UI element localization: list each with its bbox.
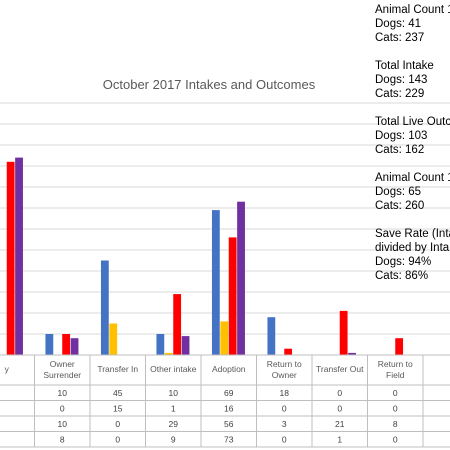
bar bbox=[237, 201, 245, 355]
category-label: Transfer In bbox=[97, 364, 138, 374]
summary-line: Cats: 237 bbox=[375, 32, 425, 44]
summary-line: Dogs: 41 bbox=[375, 18, 422, 30]
bars bbox=[6, 157, 404, 355]
summary-line: Cats: 86% bbox=[375, 270, 429, 282]
summary-block: Animal Count 1 Dogs: 41 Cats: 237 bbox=[375, 3, 450, 45]
summary-line: Cats: 162 bbox=[375, 144, 425, 156]
table-cell: 18 bbox=[280, 388, 290, 398]
bar bbox=[109, 323, 118, 355]
table-cell: 8 bbox=[393, 419, 398, 429]
bar bbox=[348, 352, 356, 355]
table-cell: 1 bbox=[171, 404, 176, 414]
category-label: Return to bbox=[267, 359, 302, 369]
summary-block: Save Rate (Inta divided by Inta Dogs: 94% C… bbox=[375, 227, 450, 283]
summary-block: Total Live Outco Dogs: 103 Cats: 162 bbox=[375, 115, 450, 157]
summary-line: Animal Count 1 bbox=[375, 4, 450, 16]
table-cell: 9 bbox=[171, 435, 176, 445]
table-cell: 0 bbox=[393, 388, 398, 398]
category-label: Transfer Out bbox=[316, 364, 364, 374]
category-label: Return to bbox=[378, 359, 413, 369]
category-label: Owner bbox=[50, 359, 75, 369]
bar bbox=[70, 338, 79, 355]
table-cell: 69 bbox=[224, 388, 234, 398]
table-cell: 45 bbox=[113, 388, 123, 398]
summary-panel: Animal Count 1 Dogs: 41 Cats: 237 Total Int… bbox=[375, 3, 450, 297]
table-cell: 0 bbox=[282, 404, 287, 414]
summary-line: Dogs: 65 bbox=[375, 186, 422, 198]
summary-line: Total Intake bbox=[375, 60, 434, 72]
bar bbox=[164, 352, 173, 355]
table-cell: 21 bbox=[335, 419, 345, 429]
category-label: Adoption bbox=[212, 364, 246, 374]
bar bbox=[211, 210, 220, 355]
table-cell: 10 bbox=[58, 388, 68, 398]
table-cell: 0 bbox=[393, 435, 398, 445]
bar bbox=[228, 237, 237, 355]
bar bbox=[15, 157, 23, 355]
bar bbox=[267, 317, 276, 355]
bar bbox=[181, 336, 190, 355]
summary-line: Cats: 260 bbox=[375, 200, 425, 212]
table-cell: 73 bbox=[224, 435, 234, 445]
bar bbox=[284, 348, 293, 355]
table-cell: 0 bbox=[337, 404, 342, 414]
table-cell: 29 bbox=[169, 419, 179, 429]
summary-line: Cats: 229 bbox=[375, 88, 425, 100]
summary-line: Save Rate (Inta bbox=[375, 228, 450, 240]
category-label: Owner bbox=[272, 370, 297, 380]
summary-block: Animal Count 1 Dogs: 65 Cats: 260 bbox=[375, 171, 450, 213]
bar bbox=[6, 161, 15, 355]
table-cell: 10 bbox=[169, 388, 179, 398]
summary-line: Total Live Outco bbox=[375, 116, 450, 128]
table-cell: 16 bbox=[224, 404, 234, 414]
chart-title: October 2017 Intakes and Outcomes bbox=[103, 77, 316, 92]
table-cell: 56 bbox=[224, 419, 234, 429]
bar bbox=[156, 334, 165, 355]
bar bbox=[220, 321, 229, 355]
summary-line: Dogs: 143 bbox=[375, 74, 428, 86]
summary-line: divided by Inta bbox=[375, 242, 450, 254]
table-cell: 0 bbox=[115, 435, 120, 445]
table-cell: 15 bbox=[113, 404, 123, 414]
table-cell: 0 bbox=[393, 404, 398, 414]
table-cell: 0 bbox=[115, 419, 120, 429]
category-label: y bbox=[5, 364, 10, 374]
summary-line: Animal Count 1 bbox=[375, 172, 450, 184]
bar bbox=[173, 294, 182, 355]
category-label: Field bbox=[386, 370, 405, 380]
bar bbox=[339, 310, 348, 355]
table-cell: 10 bbox=[58, 419, 68, 429]
summary-block: Total Intake Dogs: 143 Cats: 229 bbox=[375, 59, 450, 101]
table-cell: 0 bbox=[337, 388, 342, 398]
table-cell: 0 bbox=[60, 404, 65, 414]
bar bbox=[62, 334, 71, 355]
bar bbox=[395, 338, 404, 355]
summary-line: Dogs: 94% bbox=[375, 256, 432, 268]
table-cell: 1 bbox=[337, 435, 342, 445]
bar bbox=[100, 260, 109, 355]
summary-line: Dogs: 103 bbox=[375, 130, 428, 142]
category-label: Other intake bbox=[150, 364, 197, 374]
bar bbox=[45, 334, 54, 355]
table-cell: 3 bbox=[282, 419, 287, 429]
table-cell: 8 bbox=[60, 435, 65, 445]
category-label: Surrender bbox=[43, 370, 81, 380]
table-cell: 0 bbox=[282, 435, 287, 445]
